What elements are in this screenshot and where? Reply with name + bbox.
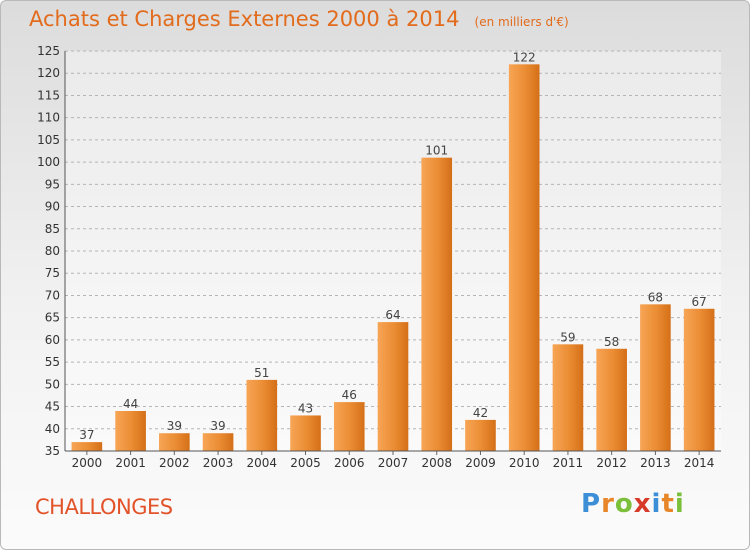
y-tick-label: 105 bbox=[37, 133, 60, 147]
y-tick-label: 60 bbox=[45, 333, 60, 347]
value-label-2013: 68 bbox=[648, 290, 663, 304]
y-tick-label: 120 bbox=[37, 66, 60, 80]
logo-letter: r bbox=[601, 489, 615, 519]
x-tick-label-2000: 2000 bbox=[72, 456, 103, 470]
logo-letter: i bbox=[651, 489, 662, 519]
bar-2003 bbox=[202, 433, 234, 451]
y-tick-label: 95 bbox=[45, 177, 60, 191]
value-label-2005: 43 bbox=[298, 401, 313, 415]
x-tick-label-2012: 2012 bbox=[596, 456, 627, 470]
value-label-2008: 101 bbox=[425, 144, 448, 158]
y-tick-label: 70 bbox=[45, 288, 60, 302]
x-tick-label-2008: 2008 bbox=[421, 456, 452, 470]
bar-2013 bbox=[640, 304, 671, 451]
y-tick-label: 80 bbox=[45, 244, 60, 258]
value-label-2010: 122 bbox=[513, 50, 536, 64]
logo-letter: t bbox=[661, 489, 675, 519]
x-tick-label-2006: 2006 bbox=[334, 456, 365, 470]
bar-2014 bbox=[683, 308, 715, 451]
logo-letter: x bbox=[633, 489, 652, 519]
x-tick-label-2007: 2007 bbox=[378, 456, 409, 470]
x-tick-label-2010: 2010 bbox=[509, 456, 540, 470]
x-tick-label-2002: 2002 bbox=[159, 456, 190, 470]
bar-2010 bbox=[508, 64, 540, 452]
bar-2012 bbox=[596, 348, 627, 451]
x-tick-label-2014: 2014 bbox=[684, 456, 715, 470]
y-tick-label: 85 bbox=[45, 222, 60, 236]
location-name: CHALLONGES bbox=[35, 495, 173, 519]
value-label-2011: 59 bbox=[560, 330, 575, 344]
chart-unit-note: (en milliers d'€) bbox=[474, 15, 569, 29]
value-label-2004: 51 bbox=[254, 366, 269, 380]
y-tick-label: 75 bbox=[45, 266, 60, 280]
bar-2009 bbox=[465, 419, 496, 451]
bar-2005 bbox=[290, 415, 321, 451]
logo-letter: P bbox=[581, 489, 602, 519]
x-tick-label-2005: 2005 bbox=[290, 456, 321, 470]
value-label-2000: 37 bbox=[79, 428, 94, 442]
bar-2008 bbox=[421, 157, 453, 451]
y-tick-label: 55 bbox=[45, 355, 60, 369]
x-tick-label-2013: 2013 bbox=[640, 456, 671, 470]
x-tick-label-2009: 2009 bbox=[465, 456, 496, 470]
bar-2006 bbox=[333, 402, 365, 451]
value-label-2006: 46 bbox=[342, 388, 357, 402]
bar-2004 bbox=[246, 379, 278, 451]
value-label-2001: 44 bbox=[123, 397, 138, 411]
bar-2000 bbox=[71, 442, 103, 451]
x-tick-label-2003: 2003 bbox=[203, 456, 234, 470]
chart-title: Achats et Charges Externes 2000 à 2014 bbox=[29, 7, 460, 31]
y-tick-label: 110 bbox=[37, 111, 60, 125]
y-tick-label: 45 bbox=[45, 400, 60, 414]
value-label-2007: 64 bbox=[385, 308, 400, 322]
value-label-2002: 39 bbox=[167, 419, 182, 433]
value-label-2003: 39 bbox=[210, 419, 225, 433]
y-tick-label: 125 bbox=[37, 44, 60, 58]
bar-2001 bbox=[115, 411, 146, 451]
y-tick-label: 115 bbox=[37, 88, 60, 102]
logo-letter: i bbox=[674, 489, 685, 519]
x-tick-label-2001: 2001 bbox=[115, 456, 146, 470]
y-tick-label: 40 bbox=[45, 422, 60, 436]
value-label-2012: 58 bbox=[604, 335, 619, 349]
y-tick-label: 50 bbox=[45, 377, 60, 391]
value-label-2009: 42 bbox=[473, 406, 488, 420]
y-tick-label: 35 bbox=[45, 444, 60, 458]
x-tick-label-2004: 2004 bbox=[247, 456, 278, 470]
y-tick-label: 100 bbox=[37, 155, 60, 169]
proxiti-logo: Proxiti bbox=[581, 489, 685, 519]
logo-letter: o bbox=[614, 489, 634, 519]
bar-2002 bbox=[159, 433, 190, 451]
bar-2011 bbox=[552, 344, 584, 451]
x-tick-label-2011: 2011 bbox=[553, 456, 584, 470]
chart-title-row: Achats et Charges Externes 2000 à 2014 (… bbox=[29, 7, 569, 31]
y-tick-label: 90 bbox=[45, 200, 60, 214]
value-label-2014: 67 bbox=[691, 295, 706, 309]
y-tick-label: 65 bbox=[45, 311, 60, 325]
bar-2007 bbox=[377, 322, 409, 451]
